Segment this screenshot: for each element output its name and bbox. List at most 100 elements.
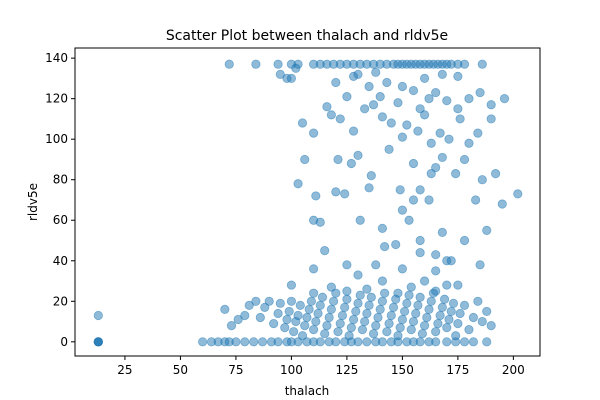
data-point [311,191,321,201]
data-point [431,286,441,296]
data-point [340,302,350,312]
data-point [431,327,441,337]
data-point [342,92,352,102]
data-point [364,300,374,310]
x-tick-label: 50 [173,363,188,377]
data-point [431,87,441,98]
data-point [411,308,421,319]
data-point [377,337,388,347]
data-point [377,276,388,286]
data-point [308,288,319,298]
x-tick-label: 175 [446,363,469,377]
data-point [273,337,283,347]
data-point [371,321,381,331]
x-tick-label: 75 [228,363,243,377]
data-point [435,128,445,138]
data-point [273,308,283,319]
data-point [442,96,452,106]
data-point [362,337,372,347]
data-point [413,300,423,310]
data-point [335,318,345,329]
data-point [439,294,450,304]
data-point [424,195,434,205]
points-layer [93,59,523,347]
data-point [353,270,363,280]
data-point [415,185,425,195]
data-point [397,132,407,142]
data-point [442,337,452,347]
data-point [382,77,392,88]
data-point [315,337,325,347]
data-point [337,310,348,321]
data-point [393,98,403,108]
data-point [297,118,308,128]
data-point [406,325,416,335]
data-point [477,316,487,327]
data-point [437,227,447,237]
data-point [408,316,419,327]
data-point [395,185,405,195]
data-point [491,169,501,179]
data-point [240,310,250,321]
data-point [306,296,316,306]
data-point [384,144,394,154]
data-point [320,329,330,339]
data-point [342,260,352,270]
data-point [459,154,470,165]
x-axis-label: thalach [285,384,330,398]
data-point [442,280,452,290]
data-point [380,241,390,252]
data-point [368,329,379,339]
data-point [415,104,425,114]
data-point [342,294,352,304]
data-point [289,327,299,337]
data-point [251,296,261,306]
data-point [240,337,250,347]
data-point [371,260,381,270]
y-tick-label: 80 [53,173,68,187]
data-point [437,152,447,163]
data-point [300,154,310,165]
data-point [415,292,425,302]
data-point [426,169,436,179]
data-point [348,314,359,325]
data-point [366,292,376,302]
data-point [513,189,523,199]
x-tick-label: 125 [335,363,358,377]
data-point [340,189,350,199]
data-point [273,59,283,69]
data-point [464,138,474,148]
data-point [384,318,394,329]
data-point [362,308,372,319]
data-point [459,337,470,347]
data-point [397,205,407,215]
data-point [313,308,323,319]
data-point [473,128,483,138]
data-point [220,304,230,314]
data-point [233,314,243,325]
data-point [464,325,474,335]
data-point [402,120,412,130]
data-point [328,296,339,306]
data-point [419,321,430,331]
data-point [486,100,496,110]
data-point [459,235,470,246]
data-point [424,94,434,104]
data-point [326,304,336,314]
x-tick-label: 25 [117,363,132,377]
data-point [453,104,463,114]
data-point [342,286,352,296]
data-point [317,292,328,302]
data-point [486,321,496,331]
x-tick-label: 150 [391,363,414,377]
data-point [397,264,407,274]
data-point [275,69,285,79]
data-point [446,256,456,266]
data-point [353,69,363,79]
data-point [393,288,403,298]
data-point [304,304,314,314]
data-point [455,114,465,124]
data-point [293,337,303,347]
x-tick-label: 100 [280,363,303,377]
